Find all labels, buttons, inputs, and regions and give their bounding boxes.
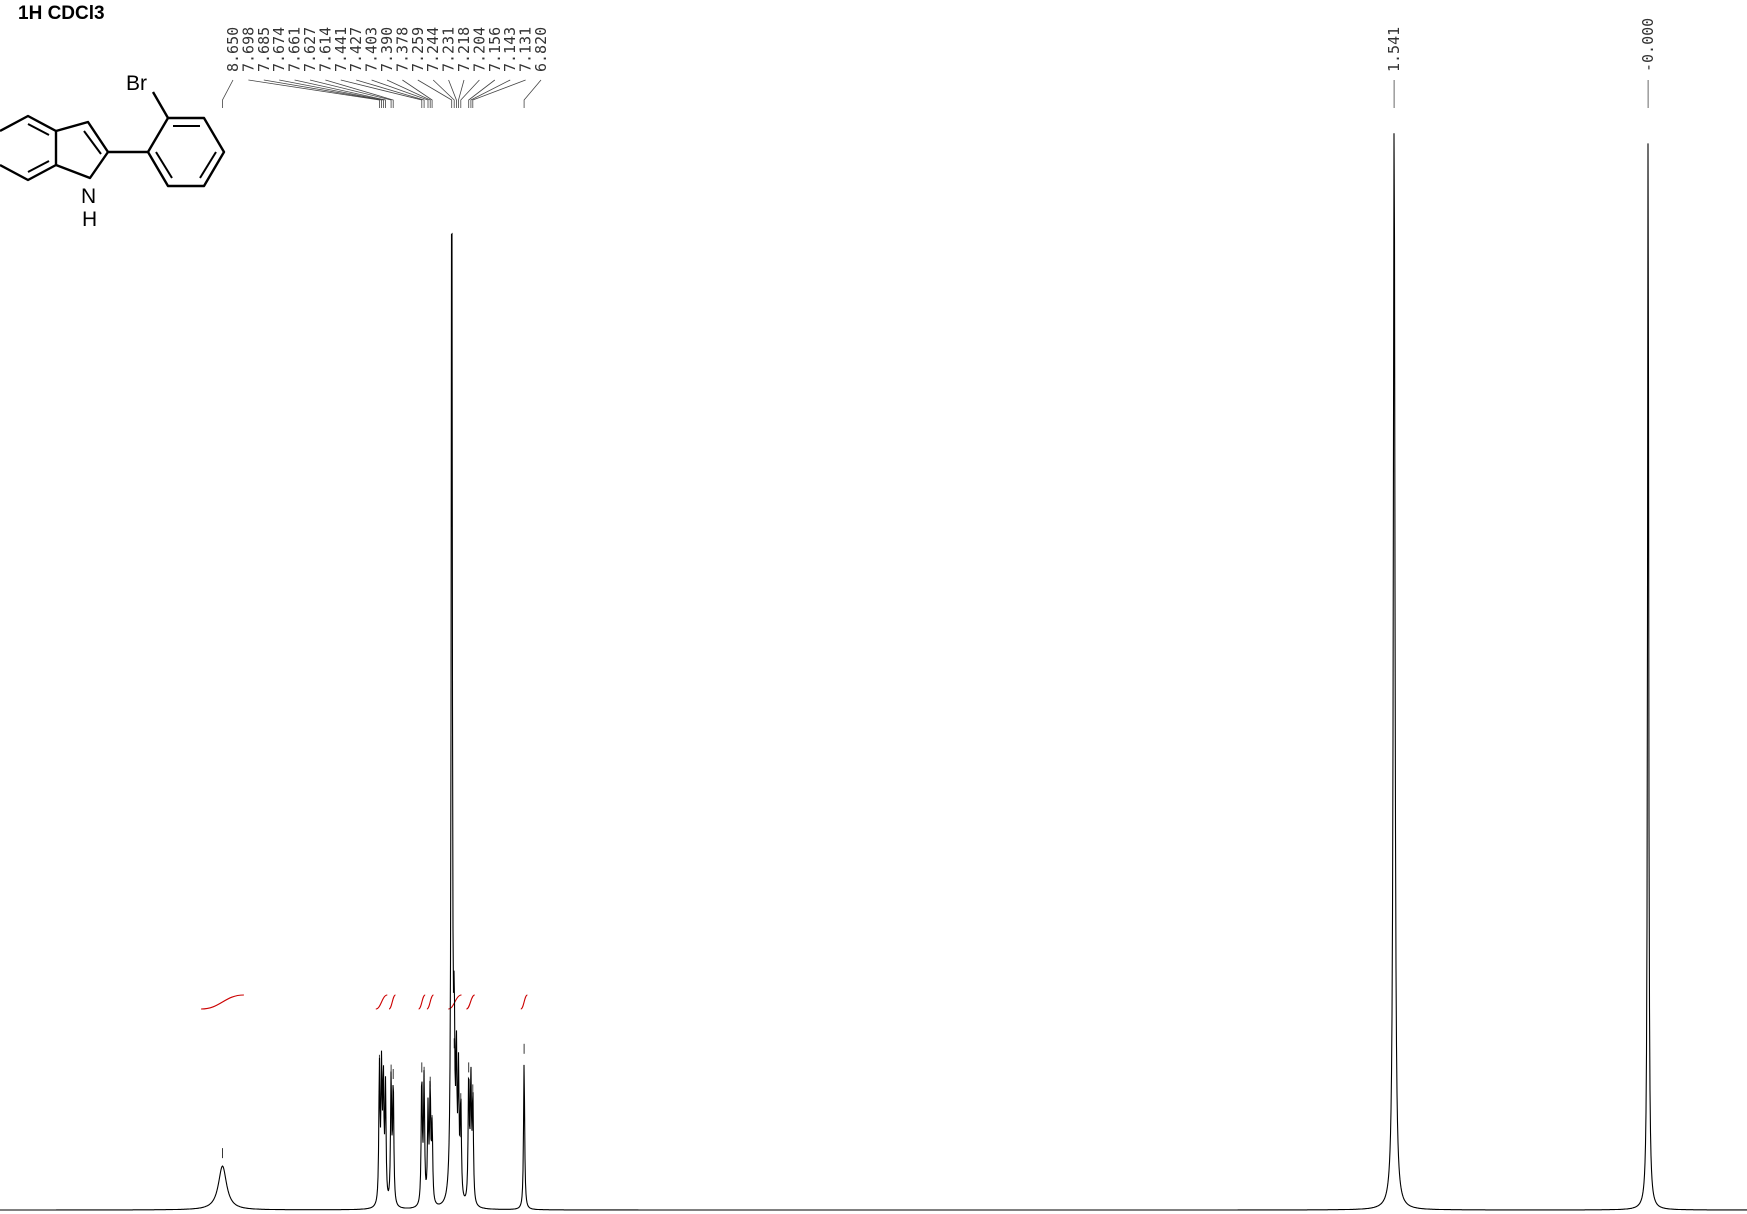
spectrum-title: 1H CDCl3	[18, 3, 105, 24]
peak-label-connector	[386, 79, 431, 108]
peak-label-connector	[222, 79, 234, 108]
integral-curve	[426, 994, 434, 1010]
integral-curve	[388, 994, 396, 1010]
peak-label: 7.156	[486, 27, 504, 72]
peak-label: 7.204	[470, 27, 488, 72]
atom-label-n: N	[81, 185, 96, 208]
peak-label: 7.131	[517, 27, 535, 72]
peak-label-connector	[448, 79, 457, 108]
integral-curve	[520, 994, 528, 1010]
integral-curve	[201, 994, 244, 1010]
peak-label: 7.403	[363, 27, 381, 72]
peak-label-connector	[325, 79, 394, 108]
peak-label-connector	[402, 79, 433, 108]
peak-label-connector	[417, 79, 453, 108]
peak-label: 6.820	[532, 27, 550, 72]
peak-label: 1.541	[1385, 27, 1403, 72]
spectrum-trace	[0, 133, 1747, 1211]
peak-label-group: 8.6507.6987.6857.6747.6617.6277.6147.441…	[222, 18, 1657, 108]
peak-label: 7.441	[332, 27, 350, 72]
peak-label-connector	[460, 79, 480, 108]
peak-marker-group	[222, 1038, 525, 1159]
peak-label: 7.661	[286, 27, 304, 72]
peak-label-connector	[279, 79, 384, 108]
peak-label: 7.685	[255, 27, 273, 72]
peak-label-connector	[468, 79, 496, 108]
peak-label-connector	[523, 79, 542, 108]
peak-label-connector	[458, 79, 465, 108]
peak-label: 7.427	[347, 27, 365, 72]
atom-label-br: Br	[126, 72, 147, 95]
integral-curve	[418, 994, 426, 1010]
atom-label-h: H	[82, 208, 97, 231]
peak-label: 7.244	[424, 27, 442, 72]
peak-label: 7.674	[270, 27, 288, 72]
peak-label-connector	[294, 79, 386, 108]
molecule-structure	[0, 91, 226, 188]
peak-label: 7.259	[409, 27, 427, 72]
peak-label-connector	[356, 79, 425, 108]
integral-group	[201, 994, 528, 1010]
peak-label: -0.000	[1639, 18, 1657, 72]
peak-label-connector	[309, 79, 392, 108]
peak-label-connector	[432, 79, 455, 108]
peak-label-connector	[470, 79, 511, 108]
peak-label: 7.143	[501, 27, 519, 72]
peak-label-connector	[371, 79, 429, 108]
peak-label: 7.698	[239, 27, 257, 72]
peak-label-connector	[340, 79, 423, 108]
peak-label: 7.378	[393, 27, 411, 72]
peak-label: 7.627	[301, 27, 319, 72]
integral-curve	[466, 994, 475, 1010]
peak-label: 7.614	[316, 27, 334, 72]
peak-label-connector	[263, 79, 382, 108]
peak-label: 8.650	[224, 27, 242, 72]
peak-label: 7.231	[440, 27, 458, 72]
peak-label: 7.218	[455, 27, 473, 72]
peak-label-connector	[472, 79, 526, 108]
integral-curve	[375, 994, 388, 1010]
peak-label: 7.390	[378, 27, 396, 72]
